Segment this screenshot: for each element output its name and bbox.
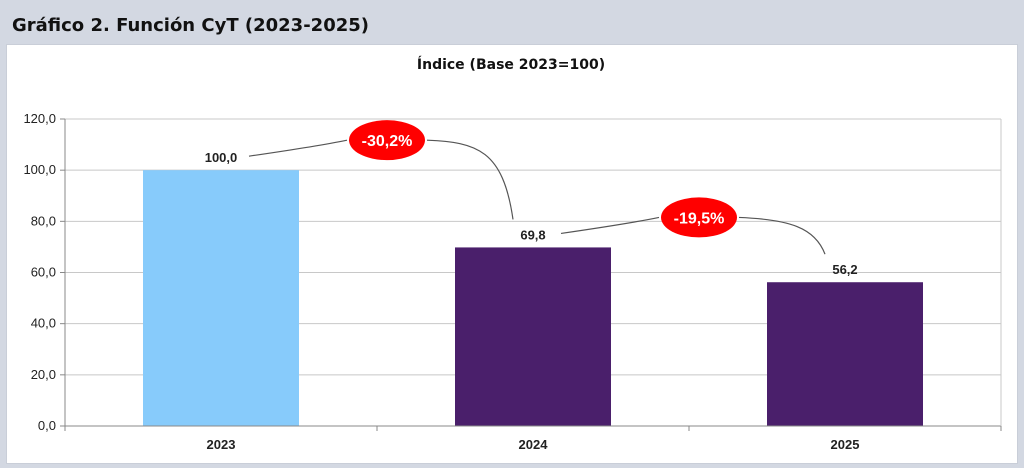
x-category-label: 2024 [519,437,549,452]
x-category-label: 2023 [207,437,236,452]
callout-connector [560,216,826,255]
y-tick-label: 60,0 [31,265,56,280]
bar-2025 [767,282,923,426]
callout-badge [349,120,425,161]
y-tick-label: 120,0 [23,111,56,126]
y-tick-label: 40,0 [31,316,56,331]
figure-header-title: Gráfico 2. Función CyT (2023-2025) [12,15,369,36]
chart-title: Índice (Base 2023=100) [417,56,605,73]
x-category-label: 2025 [831,437,860,452]
y-tick-label: 20,0 [31,367,56,382]
y-tick-label: 0,0 [38,418,56,433]
callout-connector [248,139,514,220]
y-tick-label: 80,0 [31,213,56,228]
data-label: 100,0 [205,150,238,165]
data-label: 69,8 [520,227,545,242]
y-tick-label: 100,0 [23,162,56,177]
callout-badge [661,197,737,238]
callout-label: -30,2% [362,133,413,150]
data-label: 56,2 [832,262,857,277]
bar-2024 [455,247,611,426]
callout-label: -19,5% [674,210,725,227]
bar-2023 [143,170,299,426]
